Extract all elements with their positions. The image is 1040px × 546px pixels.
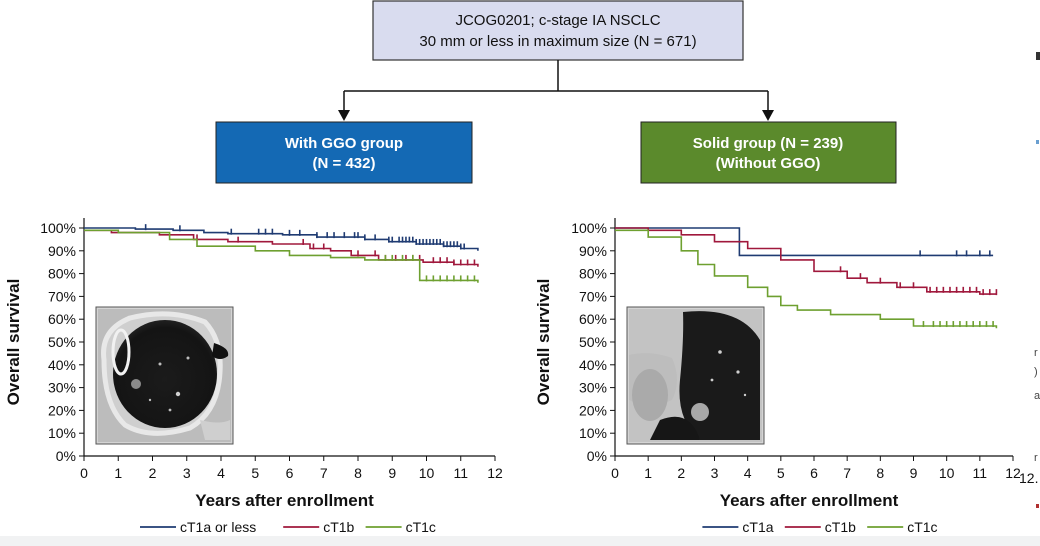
margin-mark [1036, 140, 1039, 144]
y-axis-title: Overall survival [4, 279, 23, 406]
x-tick-label: 0 [611, 465, 619, 481]
margin-glyphs: r ) a r 12. [1019, 52, 1040, 508]
x-tick-label: 8 [354, 465, 362, 481]
margin-glyph: ) [1034, 366, 1038, 378]
x-tick-label: 3 [183, 465, 191, 481]
margin-glyph: r [1034, 452, 1038, 464]
x-tick-label: 5 [777, 465, 785, 481]
arrowhead-right [762, 110, 774, 121]
survival-curve-ct1c [84, 229, 479, 283]
y-tick-label: 90% [48, 243, 76, 259]
ct-scan-inset-left [95, 306, 234, 445]
x-tick-label: 4 [217, 465, 225, 481]
x-tick-label: 1 [114, 465, 122, 481]
x-tick-label: 2 [149, 465, 157, 481]
x-tick-label: 10 [419, 465, 435, 481]
survival-curve-ct1b [615, 227, 997, 295]
y-tick-label: 50% [48, 334, 76, 350]
top-box-line1: JCOG0201; c-stage IA NSCLC [455, 12, 660, 29]
x-tick-label: 2 [677, 465, 685, 481]
top-box-line2: 30 mm or less in maximum size (N = 671) [419, 33, 696, 50]
y-tick-label: 90% [579, 243, 607, 259]
y-tick-label: 20% [579, 402, 607, 418]
bottom-strip [0, 536, 1040, 546]
y-tick-label: 80% [48, 266, 76, 282]
margin-mark [1036, 504, 1039, 508]
y-tick-label: 10% [579, 425, 607, 441]
x-tick-label: 1 [644, 465, 652, 481]
x-tick-label: 0 [80, 465, 88, 481]
survival-curve-ct1a-or-less [84, 227, 479, 251]
y-tick-label: 20% [48, 402, 76, 418]
x-tick-label: 6 [286, 465, 294, 481]
x-tick-label: 12 [1005, 465, 1021, 481]
y-tick-label: 0% [56, 448, 76, 464]
y-tick-label: 0% [587, 448, 607, 464]
x-tick-label: 12 [487, 465, 503, 481]
y-tick-label: 40% [48, 357, 76, 373]
y-tick-label: 60% [48, 311, 76, 327]
x-tick-label: 4 [744, 465, 752, 481]
solid-box-line1: Solid group (N = 239) [693, 135, 843, 152]
survival-curve-ct1b [84, 229, 479, 267]
solid-box [640, 121, 897, 184]
x-tick-label: 9 [910, 465, 918, 481]
margin-mark [1036, 52, 1040, 60]
x-axis-title: Years after enrollment [720, 491, 899, 510]
legend-label: cT1c [907, 519, 937, 535]
margin-glyph: 12. [1019, 470, 1038, 486]
x-axis-title: Years after enrollment [195, 491, 374, 510]
solid-box-line2: (Without GGO) [716, 155, 821, 172]
with-ggo-box [215, 121, 473, 184]
y-tick-label: 50% [579, 334, 607, 350]
x-tick-label: 11 [453, 465, 468, 481]
y-tick-label: 30% [48, 380, 76, 396]
x-tick-label: 7 [320, 465, 328, 481]
y-tick-label: 10% [48, 425, 76, 441]
x-tick-label: 3 [711, 465, 719, 481]
x-tick-label: 7 [843, 465, 851, 481]
y-tick-label: 40% [579, 357, 607, 373]
arrowhead-left [338, 110, 350, 121]
y-axis-title: Overall survival [534, 279, 553, 406]
x-tick-label: 5 [251, 465, 259, 481]
x-tick-label: 10 [939, 465, 955, 481]
with-ggo-survival-chart: 0%10%20%30%40%50%60%70%80%90%100%0 1 2 3 4 5 6… [4, 218, 503, 535]
x-tick-label: 9 [388, 465, 396, 481]
survival-curve-ct1c [615, 229, 998, 329]
survival-curve-ct1a [615, 227, 994, 257]
y-tick-label: 100% [571, 220, 607, 236]
margin-glyph: r [1034, 347, 1038, 359]
legend-label: cT1a or less [180, 519, 256, 535]
y-tick-label: 100% [40, 220, 76, 236]
solid-survival-chart: 0%10%20%30%40%50%60%70%80%90%100%0 1 2 3 4 5 6… [534, 218, 1021, 535]
top-box [372, 0, 744, 61]
y-tick-label: 60% [579, 311, 607, 327]
x-tick-label: 11 [973, 465, 988, 481]
with-ggo-box-line2: (N = 432) [313, 155, 376, 172]
legend-label: cT1b [825, 519, 856, 535]
y-tick-label: 80% [579, 266, 607, 282]
legend-label: cT1a [742, 519, 773, 535]
legend-label: cT1b [323, 519, 354, 535]
x-tick-label: 8 [876, 465, 884, 481]
y-tick-label: 70% [48, 288, 76, 304]
x-tick-label: 6 [810, 465, 818, 481]
with-ggo-box-line1: With GGO group [285, 135, 403, 152]
ct-scan-inset-right [626, 306, 765, 445]
margin-glyph: a [1034, 390, 1040, 402]
flowchart: JCOG0201; c-stage IA NSCLC 30 mm or less… [215, 0, 897, 184]
y-tick-label: 30% [579, 380, 607, 396]
legend-label: cT1c [406, 519, 436, 535]
y-tick-label: 70% [579, 288, 607, 304]
